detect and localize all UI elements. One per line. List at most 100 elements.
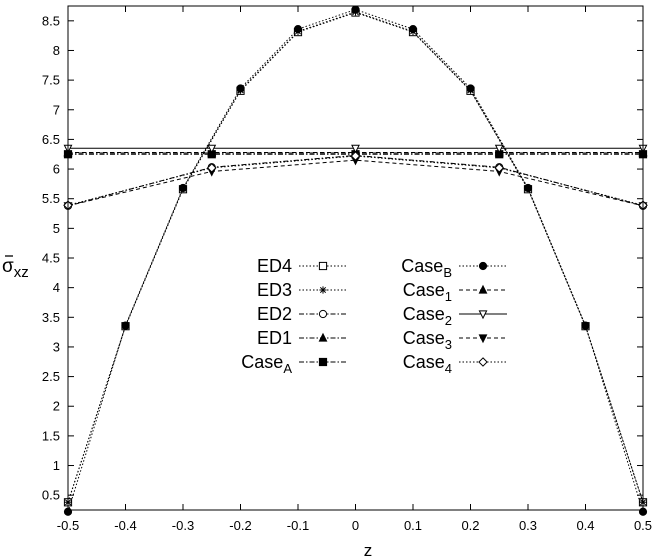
x-tick-label: -0.4 [114,518,136,533]
series-case2 [63,144,648,154]
y-tick-label: 3 [53,339,60,354]
legend-label: Case4 [403,352,452,376]
legend-entry: Case2 [403,304,507,328]
legend-marker [318,261,328,271]
series-ed4 [63,8,648,507]
legend-label-sub: 2 [445,313,452,328]
x-tick-label: 0 [352,518,359,533]
legend-label-sub: A [283,361,292,376]
legend-marker [478,284,488,294]
x-tick-label: -0.1 [287,518,309,533]
legend-label: CaseB [401,256,452,280]
x-axis-label: z [364,541,373,559]
y-tick-label: 2 [53,399,60,414]
y-tick-label: 4 [53,280,60,295]
legend-label-main: ED4 [257,256,292,276]
series-case4 [63,151,648,211]
x-tick-label: 0.3 [519,518,537,533]
legend-label: ED4 [257,256,292,276]
legend-label-sub: 1 [445,289,452,304]
y-tick-label: 7.5 [42,73,60,88]
x-tick-label: -0.2 [229,518,251,533]
y-tick-label: 0.5 [42,488,60,503]
legend: ED4ED3ED2ED1CaseACaseBCase1Case2Case3Cas… [241,256,507,376]
data-point [207,144,217,154]
x-tick-label: 0.4 [576,518,594,533]
legend-label: ED1 [257,328,292,348]
data-point [293,25,303,34]
legend-entry: Case3 [403,328,507,352]
legend-label-main: ED1 [257,328,292,348]
legend-label: CaseA [241,352,292,376]
y-tick-label: 3.5 [42,310,60,325]
y-tick-label: 5.5 [42,191,60,206]
y-tick-label: 8 [53,43,60,58]
plot-area [63,5,648,516]
y-tick-label: 7 [53,102,60,117]
data-point [121,321,130,330]
x-tick-label: 0.5 [634,518,652,533]
legend-entry: ED2 [257,304,347,324]
axes: -0.5 -0.4 -0.3 -0.2 -0.1 0 0.1 0.2 0.3 0.4 0.5 0.5 1… [42,5,652,533]
legend-entry: ED4 [257,256,347,276]
legend-label-main: ED2 [257,304,292,324]
legend-marker [319,286,327,294]
y-tick-label: 5 [53,221,60,236]
series-line [67,159,644,207]
legend-marker [478,261,488,271]
y-axis-label: σxz [2,256,29,281]
series-line [67,155,644,206]
legend-marker [318,309,328,319]
x-tick-label: 0.2 [461,518,479,533]
legend-entry: ED1 [257,328,347,348]
data-point [351,144,360,154]
legend-label-sub: 4 [445,361,452,376]
legend-label: Case3 [403,328,452,352]
legend-label: Case2 [403,304,452,328]
data-point [206,163,217,173]
legend-label-main: Case [241,352,283,372]
legend-entry: CaseA [241,352,347,376]
data-point [178,183,188,193]
y-tick-label: 6 [53,162,60,177]
series-ed3 [64,8,647,506]
legend-label-sub: 3 [445,337,452,352]
y-tick-label: 1 [53,458,60,473]
legend-label-main: Case [403,304,445,324]
legend-label: ED3 [257,280,292,300]
series-caseb [63,5,648,516]
y-axis-label-sub: xz [14,264,29,281]
legend-marker [318,332,328,342]
series-line [67,9,644,512]
y-tick-label: 6.5 [42,132,60,147]
legend-label: ED2 [257,304,292,324]
legend-label-main: Case [403,328,445,348]
data-point [236,84,245,93]
legend-label-main: Case [401,256,443,276]
data-point [494,163,505,173]
data-point [581,321,590,330]
legend-marker [478,310,488,320]
data-point [350,151,361,161]
y-tick-label: 8.5 [42,13,60,28]
data-point [408,25,418,34]
y-tick-label: 2.5 [42,369,60,384]
legend-entry: Case1 [403,280,507,304]
y-tick-label: 4.5 [42,251,60,266]
legend-entry: CaseB [401,256,507,280]
legend-marker [318,357,328,367]
data-point [466,84,475,93]
legend-label-main: Case [403,280,445,300]
x-tick-label: -0.5 [57,518,79,533]
series-line [67,11,644,503]
legend-marker [478,357,488,367]
legend-label-main: ED3 [257,280,292,300]
data-point [523,183,533,193]
legend-label-sub: B [443,265,452,280]
data-point [494,144,504,154]
x-tick-label: 0.1 [404,518,422,533]
x-tick-label: -0.3 [172,518,194,533]
legend-entry: Case4 [403,352,507,376]
legend-entry: ED3 [257,280,347,300]
